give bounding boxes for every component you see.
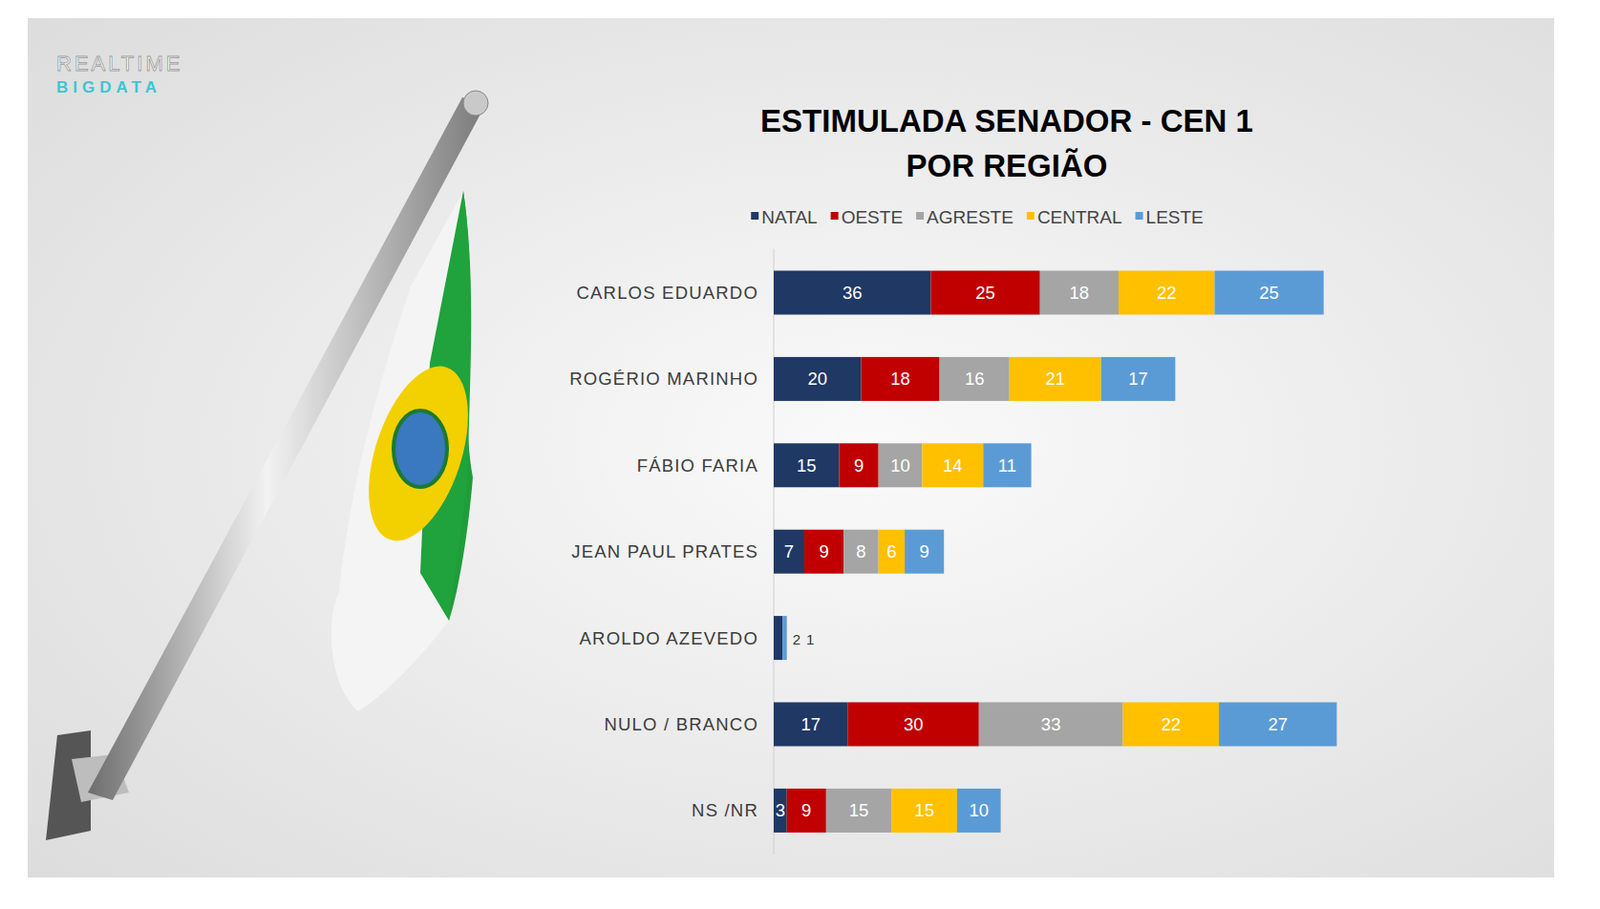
legend-swatch — [916, 212, 924, 220]
data-label: 15 — [849, 800, 870, 821]
bar-segment — [904, 530, 944, 575]
data-label: 33 — [1041, 714, 1062, 735]
data-label: 10 — [968, 800, 989, 821]
data-labels: 3625182225201816211715910141179869211730… — [775, 282, 1288, 821]
data-label: 16 — [964, 368, 985, 389]
data-label: 17 — [801, 714, 822, 735]
bar-segment — [773, 616, 783, 661]
data-label: 1 — [806, 631, 814, 648]
bar-segment — [1009, 357, 1102, 402]
legend-label: LESTE — [1146, 207, 1204, 228]
data-label: 22 — [1156, 282, 1177, 303]
bar-segment — [843, 530, 879, 575]
category-label: AROLDO AZEVEDO — [579, 628, 759, 649]
legend-label: CENTRAL — [1037, 207, 1123, 228]
bar-segment — [787, 789, 827, 833]
data-label: 9 — [918, 541, 929, 562]
category-label: CARLOS EDUARDO — [576, 282, 759, 303]
pole-knob — [463, 90, 489, 116]
bar-segment — [773, 443, 840, 488]
logo-line2: BIGDATA — [56, 78, 162, 97]
data-label: 22 — [1161, 714, 1182, 735]
data-label: 14 — [942, 455, 963, 476]
data-label: 27 — [1267, 714, 1288, 735]
bar-segment — [839, 443, 879, 488]
category-label: NS /NR — [691, 800, 759, 821]
bars — [773, 271, 1337, 833]
bar-segment — [804, 530, 844, 575]
category-label: JEAN PAUL PRATES — [571, 541, 759, 562]
bar-segment — [860, 357, 939, 402]
bar-segment — [878, 530, 905, 575]
legend-label: AGRESTE — [926, 207, 1014, 228]
bar-segment — [1118, 271, 1216, 316]
data-label: 17 — [1128, 368, 1149, 389]
legend-swatch — [1026, 212, 1035, 220]
legend-swatch — [831, 212, 839, 220]
data-label: 36 — [842, 282, 863, 303]
data-label: 25 — [1258, 282, 1280, 303]
data-label: 20 — [807, 368, 828, 389]
data-label: 2 — [792, 631, 801, 648]
category-label: ROGÉRIO MARINHO — [569, 368, 759, 389]
bar-segment — [1040, 271, 1119, 316]
flag-disc — [349, 354, 488, 555]
bar-segment — [773, 789, 788, 833]
bar-segment — [1218, 703, 1337, 747]
legend-swatch — [750, 212, 759, 220]
bar-segment — [773, 271, 931, 316]
bar-segment — [773, 703, 849, 747]
bar-segment — [939, 357, 1010, 402]
flag-shield — [393, 410, 448, 488]
data-label: 18 — [1069, 282, 1090, 303]
pole — [87, 97, 486, 801]
flag-decoration — [45, 90, 489, 841]
bar-segment — [848, 703, 980, 747]
bar-segment — [782, 616, 788, 661]
bar-segment — [1123, 703, 1220, 747]
data-label: 7 — [784, 541, 794, 562]
logo-line1: REALTIME — [56, 51, 183, 76]
legend-label: NATAL — [761, 207, 817, 228]
legend-swatch — [1135, 212, 1144, 220]
data-label: 25 — [975, 282, 996, 303]
data-label: 21 — [1045, 368, 1066, 389]
bar-segment — [891, 789, 958, 833]
data-label: 3 — [775, 800, 786, 821]
bar-segment — [1101, 357, 1176, 402]
title: ESTIMULADA SENADOR - CEN 1POR REGIÃO — [760, 103, 1254, 184]
bar-segment — [921, 443, 983, 488]
data-label: 11 — [998, 455, 1017, 476]
data-label: 15 — [914, 800, 935, 821]
data-label: 6 — [886, 541, 896, 562]
chart: REALTIME BIGDATA ESTIMULADA SENADOR - CEN … — [0, 0, 1600, 909]
category-label: FÁBIO FARIA — [637, 455, 759, 476]
legend-label: OESTE — [841, 207, 903, 228]
bar-segment — [1214, 271, 1323, 316]
bar-segment — [979, 703, 1124, 747]
bar-segment — [957, 789, 1002, 833]
category-label: NULO / BRANCO — [603, 714, 759, 735]
data-label: 9 — [853, 455, 864, 476]
data-label: 9 — [818, 541, 829, 562]
bar-segment — [773, 357, 861, 402]
data-label: 9 — [801, 800, 811, 821]
bar-segment — [878, 443, 923, 488]
bar-segment — [982, 443, 1031, 488]
data-label: 8 — [855, 541, 866, 562]
panel-background — [27, 18, 1555, 878]
data-label: 18 — [890, 368, 911, 389]
bar-segment — [930, 271, 1040, 316]
data-label: 30 — [903, 714, 924, 735]
flag-white — [331, 191, 464, 712]
legend: NATAL OESTE AGRESTE CENTRAL LESTE — [750, 207, 1204, 228]
data-label: 15 — [796, 455, 817, 476]
bar-segment — [773, 530, 805, 575]
data-label: 10 — [890, 455, 911, 476]
bar-segment — [826, 789, 893, 833]
